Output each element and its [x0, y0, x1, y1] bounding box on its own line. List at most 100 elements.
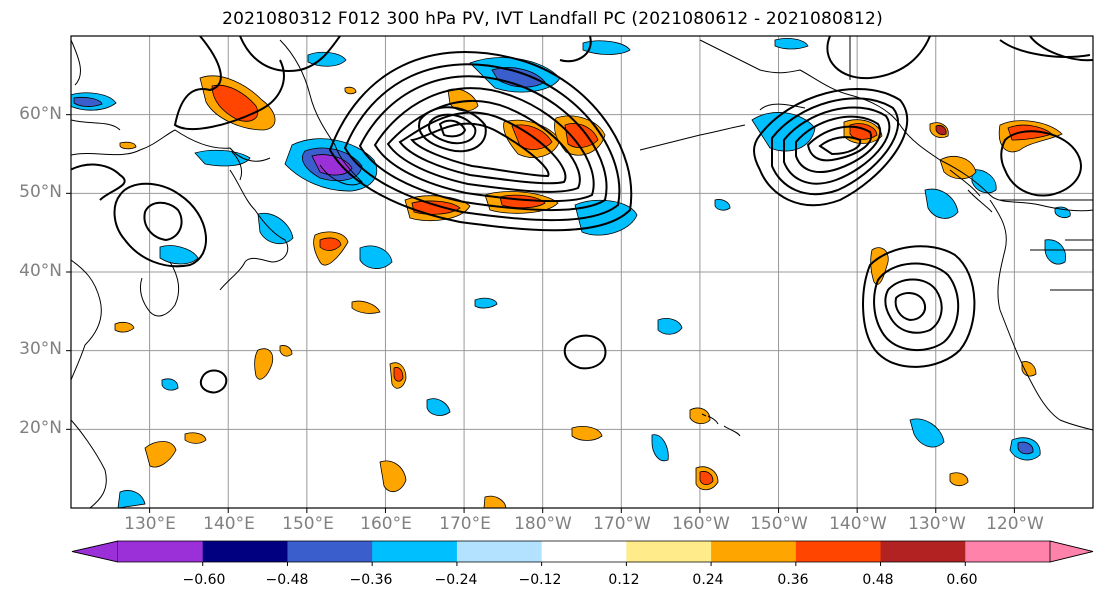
coastline-asia [71, 39, 271, 508]
positive-pv-area [114, 321, 135, 333]
ivt-contour [239, 36, 341, 72]
negative-pv-area [657, 318, 683, 335]
graticule [71, 36, 1093, 508]
coastlines [71, 36, 1093, 508]
positive-pv-area [393, 367, 404, 382]
ivt-contour [826, 36, 931, 80]
positive-pv-area [211, 84, 259, 122]
colorbar-tick-label: 0.36 [777, 572, 809, 588]
colorbar-segment [965, 541, 1051, 562]
ivt-contour [343, 63, 621, 222]
negative-pv-area [971, 169, 997, 194]
positive-pv-area [689, 407, 711, 424]
negative-pv-area [574, 199, 638, 236]
positive-pv-area [699, 471, 714, 486]
lon-tick-label: 140°E [203, 514, 255, 534]
coastline-kamchatka [279, 39, 363, 186]
lon-tick-label: 130°W [908, 514, 966, 534]
coastline-bc-islands [949, 169, 993, 213]
colorbar-segment [795, 541, 882, 562]
negative-pv-area [491, 67, 546, 88]
colorbar-segment [287, 541, 373, 562]
negative-pv-area [1044, 239, 1066, 265]
lon-tick-label: 150°W [750, 514, 808, 534]
negative-pv-area [774, 38, 809, 50]
negative-pv-area [924, 188, 959, 219]
lat-tick-label: 30°N [19, 339, 62, 359]
ivt-contour [418, 106, 487, 153]
coastline-north-america [989, 199, 1093, 431]
ivt-contour [999, 39, 1091, 58]
positive-pv-area [1021, 361, 1037, 377]
colorbar-segment [456, 541, 543, 562]
colorbar-tick-label: −0.24 [434, 572, 478, 588]
negative-pv-area [426, 398, 451, 416]
ivt-contour [894, 292, 926, 322]
ivt-contour [373, 87, 595, 203]
lon-tick-label: 180°W [514, 514, 572, 534]
colorbar-tick-label: −0.12 [518, 572, 562, 588]
colorbar [71, 540, 1094, 566]
lon-tick-label: 160°W [672, 514, 730, 534]
colorbar-segment [372, 541, 458, 562]
colorbar-segment [202, 541, 288, 562]
lat-tick-label: 50°N [19, 182, 62, 202]
positive-pv-area [935, 125, 947, 136]
positive-pv-area [119, 141, 137, 150]
colorbar-extend-min [71, 540, 119, 563]
colorbar-tick-label: 0.60 [946, 572, 978, 588]
ivt-contour [428, 113, 477, 145]
lon-tick-label: 120°W [986, 514, 1044, 534]
ivt-contour [143, 201, 183, 242]
negative-pv-area [1017, 441, 1034, 455]
colorbar-segment [880, 541, 966, 562]
lon-tick-label: 170°W [593, 514, 651, 534]
positive-pv-area [351, 300, 381, 314]
ivt-contour [328, 51, 633, 232]
lat-tick-label: 40°N [19, 261, 62, 281]
lon-tick-label: 130°E [124, 514, 176, 534]
ivt-contour [873, 262, 960, 352]
positive-pv-area [483, 495, 507, 508]
ivt-contours [71, 36, 1093, 394]
chart-title: 2021080312 F012 300 hPa PV, IVT Landfall… [222, 9, 883, 29]
colorbar-extend-max [1049, 540, 1094, 563]
lon-tick-label: 160°E [360, 514, 412, 534]
ivt-contour [113, 182, 207, 268]
tick-marks [66, 114, 1015, 513]
positive-pv-area [319, 237, 342, 251]
positive-pv-area [571, 426, 603, 441]
negative-pv-area [582, 40, 631, 55]
positive-pv-area [344, 86, 357, 95]
ivt-contour [559, 36, 592, 63]
aleutian-islands [639, 124, 746, 151]
colorbar-tick-label: 0.12 [608, 572, 640, 588]
ivt-contour [795, 115, 881, 174]
negative-pv-area [161, 378, 179, 391]
colorbar-segment [118, 541, 204, 562]
ivt-contour [173, 36, 285, 131]
lon-tick-label: 170°E [439, 514, 491, 534]
ivt-contour [438, 119, 467, 138]
negative-pv-area [474, 297, 498, 309]
colorbar-segment [541, 541, 627, 562]
colorbar-tick-label: −0.48 [265, 572, 309, 588]
colorbar-segment [626, 541, 712, 562]
colorbar-tick-label: 0.48 [862, 572, 894, 588]
negative-pv-area [359, 245, 393, 269]
coastline-alaska [699, 39, 1093, 212]
ivt-contour [783, 106, 891, 185]
colorbar-tick-label: 0.24 [692, 572, 724, 588]
ivt-contour [884, 278, 943, 334]
ivt-contour [806, 125, 873, 162]
ivt-contour [771, 97, 900, 196]
ivt-contour [1029, 36, 1093, 62]
canada-us-border [849, 36, 1093, 291]
negative-pv-area [117, 490, 146, 508]
negative-pv-area [159, 245, 199, 265]
positive-pv-area [949, 472, 969, 487]
positive-pv-area [411, 200, 461, 215]
colorbar-outline [71, 540, 1094, 563]
negative-pv-area [714, 199, 731, 211]
